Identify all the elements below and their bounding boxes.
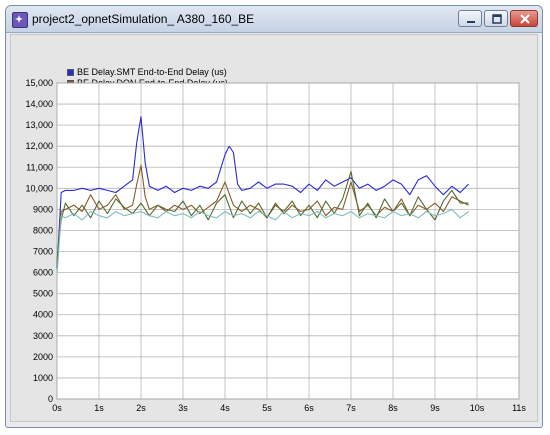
series-line-4 bbox=[56, 208, 469, 275]
x-tick-label: 6s bbox=[304, 403, 314, 413]
minimize-button[interactable] bbox=[458, 10, 482, 27]
x-tick-label: 1s bbox=[94, 403, 104, 413]
y-tick-label: 12,000 bbox=[25, 141, 53, 151]
y-tick-label: 10,000 bbox=[25, 183, 53, 193]
y-tick-label: 14,000 bbox=[25, 99, 53, 109]
close-button[interactable] bbox=[510, 10, 538, 27]
maximize-icon bbox=[492, 14, 502, 24]
x-tick-label: 3s bbox=[178, 403, 188, 413]
y-tick-label: 6000 bbox=[33, 268, 53, 278]
y-tick-label: 8000 bbox=[33, 225, 53, 235]
x-tick-label: 4s bbox=[220, 403, 230, 413]
opnet-app-icon bbox=[12, 12, 28, 28]
y-tick-label: 1000 bbox=[33, 373, 53, 383]
x-tick-label: 11s bbox=[512, 403, 526, 413]
x-tick-label: 10s bbox=[470, 403, 485, 413]
chart-window: project2_opnetSimulation_ A380_160_BE BE… bbox=[5, 5, 543, 428]
chart-svg: 0 1000 2000 3000 4000 5000 6000 7000 8000 9000 10,… bbox=[25, 78, 526, 413]
x-tick-label: 9s bbox=[430, 403, 440, 413]
series-line-3 bbox=[56, 170, 469, 261]
minimize-icon bbox=[467, 21, 475, 23]
x-tick-label: 7s bbox=[346, 403, 356, 413]
legend-label: BE Delay.SMT End-to-End Delay (us) bbox=[77, 67, 227, 77]
window-title: project2_opnetSimulation_ A380_160_BE bbox=[32, 12, 255, 26]
series-line-1 bbox=[56, 116, 469, 269]
chart-panel: BE Delay.SMT End-to-End Delay (us)BE Del… bbox=[10, 34, 538, 422]
x-tick-label: 2s bbox=[136, 403, 146, 413]
y-tick-label: 7000 bbox=[33, 247, 53, 257]
y-tick-label: 3000 bbox=[33, 331, 53, 341]
x-tick-label: 8s bbox=[388, 403, 398, 413]
y-tick-label: 9000 bbox=[33, 204, 53, 214]
y-tick-label: 15,000 bbox=[25, 78, 53, 88]
y-tick-label: 0 bbox=[48, 394, 53, 404]
y-tick-label: 4000 bbox=[33, 310, 53, 320]
y-tick-label: 11,000 bbox=[26, 162, 53, 172]
close-icon bbox=[520, 14, 530, 24]
y-tick-label: 2000 bbox=[33, 352, 53, 362]
x-tick-label: 0s bbox=[52, 403, 62, 413]
maximize-button[interactable] bbox=[484, 10, 508, 27]
plot-area bbox=[56, 82, 520, 400]
y-tick-label: 5000 bbox=[33, 289, 53, 299]
legend-swatch bbox=[67, 69, 74, 76]
y-tick-label: 13,000 bbox=[25, 120, 53, 130]
x-tick-label: 5s bbox=[262, 403, 272, 413]
title-bar[interactable]: project2_opnetSimulation_ A380_160_BE bbox=[6, 6, 542, 33]
